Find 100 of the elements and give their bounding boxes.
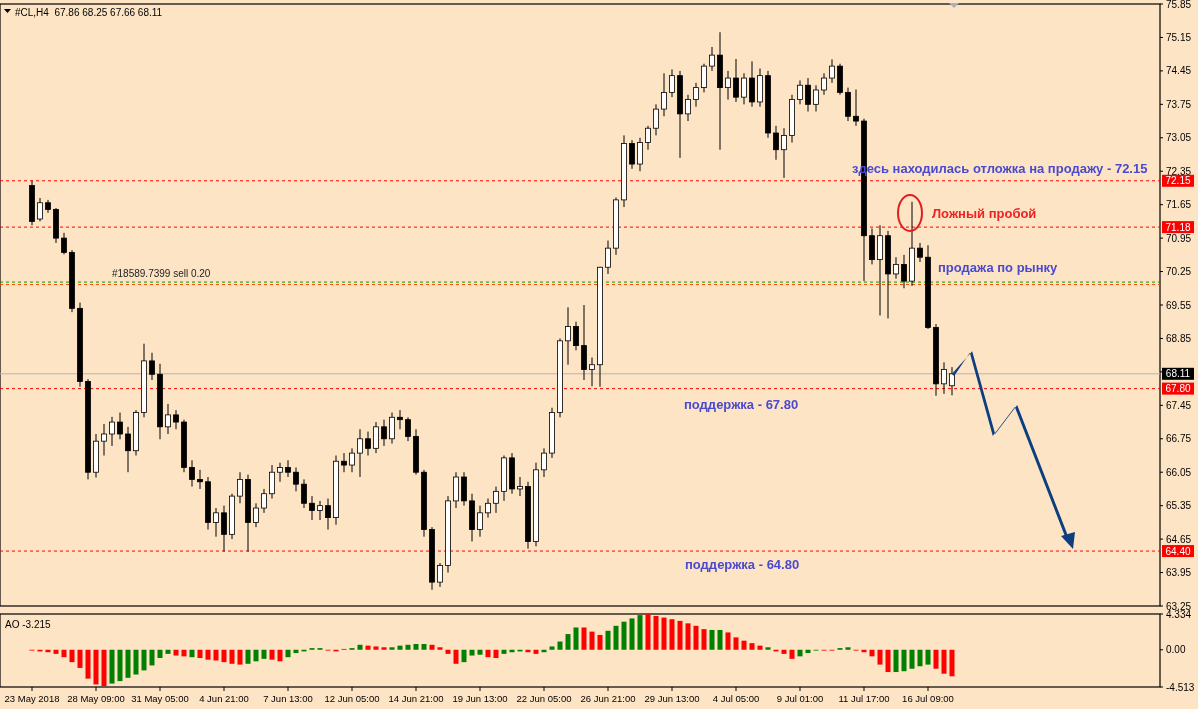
candlestick: [629, 139, 635, 170]
bar: [637, 615, 643, 650]
candlestick: [109, 416, 115, 447]
bar: [757, 645, 763, 650]
x-tick-label: 12 Jun 05:00: [324, 693, 380, 704]
candlestick: [485, 498, 491, 519]
bar: [221, 649, 227, 663]
bar: [109, 649, 115, 684]
x-tick-label: 4 Jun 21:00: [199, 693, 249, 704]
bar: [245, 649, 251, 664]
x-tick-label: 19 Jun 13:00: [452, 693, 508, 704]
candlestick: [325, 498, 331, 531]
bar: [397, 645, 403, 650]
candlestick: [741, 72, 747, 105]
x-tick-label: 16 Jul 09:00: [902, 693, 954, 704]
candlestick: [277, 462, 283, 483]
bar: [133, 649, 139, 675]
candlestick: [373, 421, 379, 454]
candlestick: [669, 68, 675, 98]
x-tick-label: 29 Jun 13:00: [644, 693, 700, 704]
candlestick: [829, 58, 835, 84]
candlestick: [949, 366, 955, 396]
bar: [381, 647, 387, 650]
bar: [885, 649, 891, 673]
candlestick: [605, 240, 611, 275]
candlestick: [293, 466, 299, 492]
candlestick: [701, 63, 707, 93]
bar: [661, 617, 667, 650]
candlestick: [709, 46, 715, 72]
bar: [469, 649, 475, 656]
candlestick: [517, 476, 523, 497]
bar: [877, 649, 883, 665]
bar: [429, 644, 435, 650]
x-tick-label: 28 May 09:00: [67, 693, 125, 704]
bar: [277, 649, 283, 662]
y-tick-label: 69.55: [1166, 299, 1192, 311]
bar: [629, 618, 635, 650]
candlestick: [725, 70, 731, 101]
ref-line-label: 64.40: [1165, 545, 1191, 557]
candlestick: [397, 409, 403, 430]
bar: [389, 647, 395, 650]
y-tick-label: 64.65: [1166, 533, 1192, 545]
candlestick: [165, 403, 171, 435]
bar: [925, 649, 931, 665]
candlestick: [349, 447, 355, 473]
candlestick: [357, 428, 363, 478]
bar: [453, 649, 459, 664]
candlestick: [37, 197, 43, 222]
x-tick-label: 4 Jul 05:00: [712, 693, 760, 704]
bar: [197, 649, 203, 659]
annotation: поддержка - 67.80: [684, 396, 799, 412]
candlestick: [821, 72, 827, 96]
y-tick-label: 75.15: [1166, 31, 1192, 43]
bar: [229, 649, 235, 664]
candlestick: [845, 87, 851, 122]
bar: [741, 640, 747, 650]
candlestick: [405, 416, 411, 442]
candlestick: [853, 89, 859, 127]
bar: [445, 649, 451, 654]
candlestick: [917, 242, 923, 263]
x-tick-label: 31 May 05:00: [131, 693, 189, 704]
bar: [437, 647, 443, 650]
bar: [869, 649, 875, 657]
candlestick: [437, 562, 443, 588]
y-tick-label: 75.85: [1166, 0, 1192, 10]
candlestick: [653, 103, 659, 136]
candlestick: [381, 419, 387, 447]
bar: [477, 649, 483, 655]
bar: [77, 649, 83, 668]
candlestick: [749, 60, 755, 108]
chart-title: #CL,H4 67.86 68.25 67.66 68.11: [15, 6, 163, 18]
bar: [709, 629, 715, 650]
bar: [725, 632, 731, 650]
candlestick: [477, 505, 483, 538]
annotation: #18589.7399 sell 0.20: [112, 268, 211, 280]
bar: [373, 646, 379, 650]
candlestick: [781, 127, 787, 179]
bar: [653, 615, 659, 650]
candlestick: [805, 77, 811, 112]
candlestick: [869, 228, 875, 265]
candlestick: [189, 459, 195, 488]
candlestick: [685, 94, 691, 122]
x-tick-label: 11 Jul 17:00: [838, 693, 890, 704]
candlestick: [941, 361, 947, 395]
candlestick: [645, 125, 651, 151]
candlestick: [341, 452, 347, 473]
candlestick: [453, 471, 459, 509]
bar: [285, 649, 291, 658]
bar: [669, 619, 675, 650]
candlestick: [117, 412, 123, 440]
bar: [797, 649, 803, 657]
bar: [357, 644, 363, 650]
bar: [205, 649, 211, 660]
bar: [677, 620, 683, 650]
candlestick: [173, 409, 179, 430]
bar: [61, 649, 67, 658]
bar: [533, 649, 539, 654]
y-tick-label: 66.75: [1166, 433, 1192, 445]
bar: [269, 649, 275, 660]
y-tick-label: 63.95: [1166, 567, 1192, 579]
